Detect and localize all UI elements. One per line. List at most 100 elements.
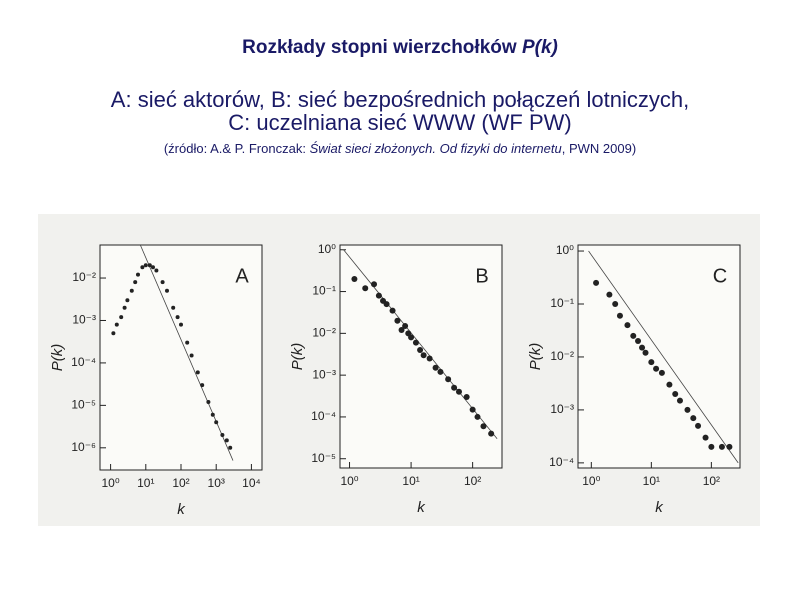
- panel-label: C: [713, 265, 727, 287]
- source-part: Świat sieci złożonych. Od fizyki do inte…: [310, 141, 562, 156]
- data-point: [224, 438, 229, 443]
- y-tick-label: 10⁰: [556, 243, 574, 257]
- data-point: [185, 340, 190, 345]
- data-point: [389, 307, 396, 314]
- data-point: [606, 291, 613, 298]
- y-tick-label: 10⁻¹: [312, 284, 336, 298]
- slide-title: Rozkłady stopni wierzchołków P(k): [242, 37, 558, 58]
- y-tick-label: 10⁻³: [312, 367, 336, 381]
- data-point: [143, 263, 148, 268]
- data-point: [133, 280, 138, 285]
- source-part: (źródło: A.& P. Fronczak:: [164, 141, 310, 156]
- data-point: [140, 265, 145, 270]
- data-point: [220, 433, 225, 438]
- y-tick-label: 10⁰: [318, 242, 336, 256]
- data-point: [653, 365, 660, 372]
- y-tick-label: 10⁻³: [72, 313, 96, 327]
- data-point: [179, 322, 183, 327]
- data-point: [695, 422, 702, 429]
- data-point: [125, 298, 130, 303]
- data-point: [684, 406, 691, 413]
- data-point: [463, 393, 470, 400]
- data-point: [480, 423, 487, 430]
- data-point: [420, 352, 427, 359]
- y-axis-label: P(k): [527, 343, 544, 371]
- data-point: [642, 349, 649, 356]
- plot-frame: [99, 244, 263, 471]
- subtitle-line: A: sieć aktorów, B: sieć bezpośrednich p…: [111, 87, 689, 112]
- data-point: [708, 443, 715, 450]
- data-point: [432, 364, 439, 371]
- data-point: [718, 443, 725, 450]
- data-point: [488, 430, 495, 437]
- x-tick-label: 10²: [703, 474, 720, 488]
- data-point: [690, 415, 697, 422]
- x-tick-label: 10¹: [643, 474, 660, 488]
- data-point: [228, 445, 233, 450]
- fit-line: [139, 244, 234, 461]
- y-tick-label: 10⁻⁶: [71, 440, 96, 454]
- data-point: [417, 346, 424, 353]
- plot-frame: [577, 244, 741, 469]
- data-point: [624, 322, 631, 329]
- source-line: (źródło: A.& P. Fronczak: Świat sieci zł…: [164, 141, 636, 156]
- y-tick-label: 10⁻²: [72, 270, 96, 284]
- data-point: [658, 369, 665, 376]
- data-point: [210, 412, 215, 417]
- x-axis-label: k: [417, 499, 426, 516]
- data-point: [451, 384, 458, 391]
- data-point: [426, 355, 433, 362]
- y-tick-label: 10⁻²: [312, 326, 336, 340]
- data-point: [394, 317, 401, 324]
- data-point: [412, 339, 419, 346]
- data-point: [639, 344, 646, 351]
- data-point: [375, 292, 382, 299]
- title-main: Rozkłady stopni wierzchołków: [242, 37, 522, 58]
- data-point: [189, 353, 194, 358]
- data-point: [200, 383, 205, 388]
- data-point: [206, 400, 211, 405]
- data-point: [437, 368, 444, 375]
- y-tick-label: 10⁻⁵: [311, 451, 336, 465]
- y-tick-label: 10⁻⁵: [71, 398, 96, 412]
- y-tick-label: 10⁻²: [550, 349, 574, 363]
- data-point: [672, 390, 679, 397]
- data-point: [635, 338, 642, 345]
- panel-label: A: [235, 265, 249, 287]
- source-part: , PWN 2009): [562, 141, 636, 156]
- data-point: [455, 388, 462, 395]
- data-point: [398, 327, 405, 334]
- data-point: [351, 275, 358, 282]
- y-tick-label: 10⁻¹: [550, 296, 574, 310]
- x-tick-label: 10¹: [137, 476, 154, 490]
- y-tick-label: 10⁻⁴: [71, 355, 96, 369]
- data-point: [111, 331, 116, 336]
- data-point: [371, 281, 378, 288]
- x-tick-label: 10⁰: [102, 476, 120, 490]
- x-tick-label: 10⁰: [582, 474, 600, 488]
- data-point: [408, 334, 415, 341]
- data-point: [702, 434, 709, 441]
- data-point: [147, 263, 152, 268]
- x-tick-label: 10⁴: [242, 476, 261, 490]
- data-point: [383, 301, 390, 308]
- data-point: [666, 381, 673, 388]
- x-axis-label: k: [655, 499, 664, 516]
- data-point: [630, 332, 637, 339]
- data-point: [135, 272, 140, 277]
- x-axis-label: k: [177, 501, 186, 518]
- data-point: [171, 305, 176, 310]
- data-point: [469, 406, 476, 413]
- x-tick-label: 10²: [172, 476, 189, 490]
- data-point: [593, 279, 600, 286]
- data-point: [154, 268, 159, 273]
- x-tick-label: 10⁰: [340, 474, 358, 488]
- data-point: [119, 315, 124, 320]
- data-point: [214, 420, 219, 425]
- data-point: [129, 288, 134, 293]
- data-point: [175, 315, 180, 320]
- data-point: [114, 322, 119, 327]
- data-point: [362, 285, 369, 292]
